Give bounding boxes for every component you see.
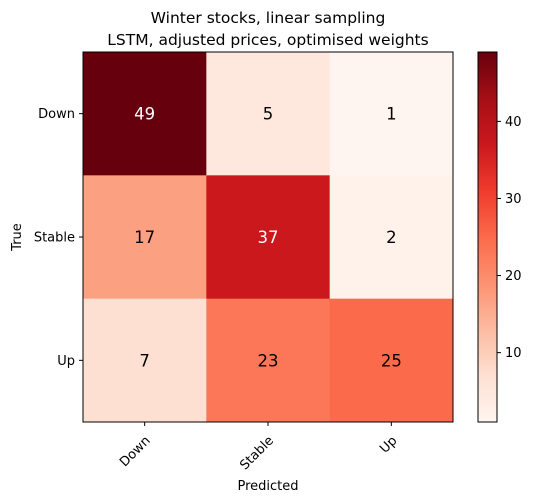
heatmap-cell-stable-up [329,175,454,300]
chart-title-line-2: LSTM, adjusted prices, optimised weights [107,31,428,49]
x-axis-label: Predicted [237,479,298,494]
colorbar-tick-label: 20 [505,269,522,284]
cell-value-label: 5 [263,105,274,124]
heatmap-cell-down-stable [206,52,331,176]
y-tick-label: Up [57,354,75,369]
heatmap-cell-stable-stable [206,175,331,300]
heatmap-cell-stable-down [83,175,207,300]
x-axis-ticks: Down Stable Up [117,422,400,473]
heatmap-cell-up-up [329,298,454,423]
cell-value-label: 37 [258,228,279,247]
cell-value-label: 7 [139,351,150,370]
cell-value-label: 25 [381,351,402,370]
heatmap-cell-up-down [83,298,207,423]
cell-value-label: 23 [258,351,279,370]
heatmap-cells [83,52,454,423]
x-tick-label: Stable [237,433,277,473]
y-axis-label: True [10,223,25,252]
colorbar-tick-label: 10 [505,346,522,361]
y-tick-label: Stable [34,231,75,246]
cell-value-label: 49 [134,105,155,124]
colorbar-tick-label: 40 [505,115,522,130]
cell-value-label: 1 [386,105,397,124]
heatmap-cell-up-stable [206,298,331,423]
x-tick-label: Down [117,433,154,470]
colorbar-tick-label: 30 [505,192,522,207]
cell-value-label: 17 [134,228,155,247]
colorbar-ticks: 10 20 30 40 [497,115,522,361]
heatmap-cell-down-up [329,52,454,176]
cell-value-label: 2 [386,228,397,247]
heatmap-cell-down-down [83,52,207,176]
chart-title-line-1: Winter stocks, linear sampling [151,9,386,27]
x-tick-label: Up [377,433,400,456]
y-tick-label: Down [38,107,75,122]
heatmap-cell-labels: 49 5 1 17 37 2 7 23 25 [134,105,402,371]
colorbar [477,51,498,423]
y-axis-ticks: Down Stable Up [34,107,83,369]
